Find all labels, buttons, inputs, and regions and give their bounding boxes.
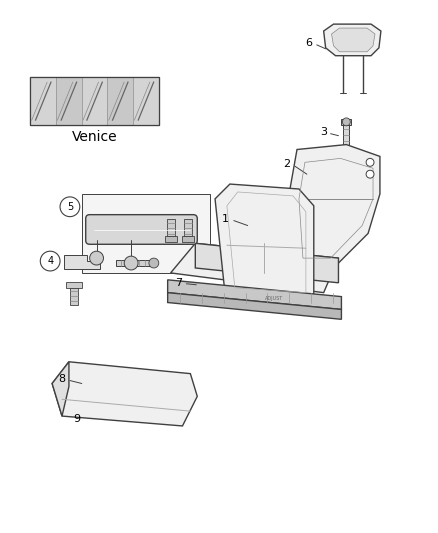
Text: ADJUST: ADJUST bbox=[265, 296, 283, 301]
Bar bbox=[66, 282, 82, 288]
Text: Venice: Venice bbox=[72, 130, 117, 144]
Text: 3: 3 bbox=[320, 127, 327, 137]
Polygon shape bbox=[52, 362, 69, 416]
Bar bbox=[165, 237, 177, 243]
Circle shape bbox=[60, 197, 80, 216]
FancyBboxPatch shape bbox=[86, 215, 197, 244]
Circle shape bbox=[149, 258, 159, 268]
Polygon shape bbox=[117, 260, 151, 266]
Polygon shape bbox=[168, 293, 342, 319]
Polygon shape bbox=[64, 255, 99, 269]
Polygon shape bbox=[342, 119, 351, 125]
Text: 5: 5 bbox=[67, 202, 73, 212]
Polygon shape bbox=[52, 362, 197, 426]
Bar bbox=[107, 77, 133, 125]
Polygon shape bbox=[215, 184, 314, 297]
Text: 8: 8 bbox=[58, 374, 66, 384]
Circle shape bbox=[343, 118, 350, 126]
Polygon shape bbox=[195, 243, 339, 283]
Circle shape bbox=[366, 158, 374, 166]
Bar bbox=[30, 77, 159, 125]
Bar bbox=[30, 77, 159, 125]
Polygon shape bbox=[168, 280, 342, 310]
Bar bbox=[30, 77, 56, 125]
Bar bbox=[82, 77, 107, 125]
Polygon shape bbox=[332, 28, 375, 52]
Circle shape bbox=[40, 251, 60, 271]
Polygon shape bbox=[171, 243, 339, 293]
Text: 1: 1 bbox=[222, 214, 229, 224]
Bar bbox=[133, 77, 159, 125]
Polygon shape bbox=[324, 24, 381, 56]
Bar bbox=[56, 77, 82, 125]
Polygon shape bbox=[167, 219, 175, 237]
Polygon shape bbox=[343, 125, 350, 149]
Polygon shape bbox=[70, 288, 78, 304]
Circle shape bbox=[90, 251, 103, 265]
Text: 2: 2 bbox=[283, 159, 291, 169]
Polygon shape bbox=[184, 219, 192, 237]
Bar bbox=[82, 194, 210, 273]
Text: 7: 7 bbox=[175, 278, 182, 288]
Circle shape bbox=[366, 170, 374, 178]
Bar bbox=[183, 237, 194, 243]
Text: 9: 9 bbox=[73, 414, 81, 424]
Text: 4: 4 bbox=[47, 256, 53, 266]
Polygon shape bbox=[289, 144, 380, 273]
Circle shape bbox=[124, 256, 138, 270]
Text: 6: 6 bbox=[305, 38, 312, 48]
